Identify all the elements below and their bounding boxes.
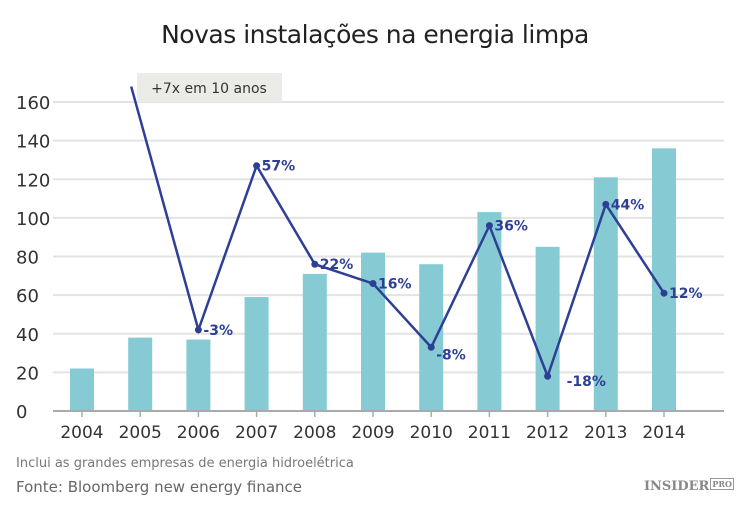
growth-point-2009 [369,280,377,288]
growth-point-2007 [253,162,261,170]
source-note: Fonte: Bloomberg new energy finance [16,478,303,496]
logo-suffix: PRO [710,478,734,490]
x-tick-label: 2012 [526,423,569,443]
y-tick-label: 0 [16,402,27,423]
growth-point-2012 [544,372,552,380]
x-tick-label: 2004 [60,423,103,443]
bar-2009 [361,252,385,411]
x-tick-label: 2011 [468,423,511,443]
growth-point-2011 [485,222,493,230]
x-tick-label: 2005 [119,423,162,443]
growth-point-2006 [194,326,202,334]
y-tick-label: 60 [16,286,39,307]
bar-2012 [535,246,560,411]
growth-label: -8% [436,347,466,363]
x-tick-label: 2007 [235,423,278,443]
y-tick-label: 40 [16,325,39,346]
growth-point-2010 [427,343,435,351]
growth-label: 44% [611,197,645,213]
bar-2004 [70,368,94,411]
growth-label: 12% [669,286,703,302]
bar-2005 [128,337,153,411]
y-tick-label: 100 [16,209,50,230]
x-tick-label: 2009 [351,423,394,443]
annotation-text: +7x em 10 anos [151,81,267,97]
growth-label: -3% [203,323,233,339]
growth-point-2008 [311,260,319,268]
footnote: Inclui as grandes empresas de energia hi… [16,456,354,471]
growth-label: 22% [320,257,354,273]
annotation-box [137,73,282,102]
y-tick-label: 140 [16,132,50,153]
growth-label: 16% [378,277,412,293]
y-tick-label: 80 [16,248,39,269]
x-tick-label: 2013 [584,423,627,443]
growth-label: 57% [262,159,296,175]
x-tick-label: 2006 [177,423,220,443]
x-tick-label: 2014 [642,423,685,443]
y-tick-label: 160 [16,93,50,114]
growth-label: 36% [494,219,528,235]
y-tick-label: 120 [16,170,50,191]
x-tick-label: 2008 [293,423,336,443]
y-tick-label: 20 [16,363,39,384]
chart-plot: 0 20 40 60 80 100 120 140 160 +7x em 10 anos 2004 2… [16,73,724,443]
x-tick-label: 2010 [410,423,453,443]
growth-label: -18% [567,374,606,390]
chart-title: Novas instalações na energia limpa [161,20,589,49]
insider-pro-logo: INSIDER PRO [643,478,734,494]
logo-text: INSIDER [643,479,710,494]
growth-point-2014 [660,289,668,297]
growth-point-2013 [602,200,610,208]
bar-2006 [186,339,211,411]
bar-2008 [302,273,327,411]
bar-2007 [244,297,269,411]
growth-line [129,86,666,380]
